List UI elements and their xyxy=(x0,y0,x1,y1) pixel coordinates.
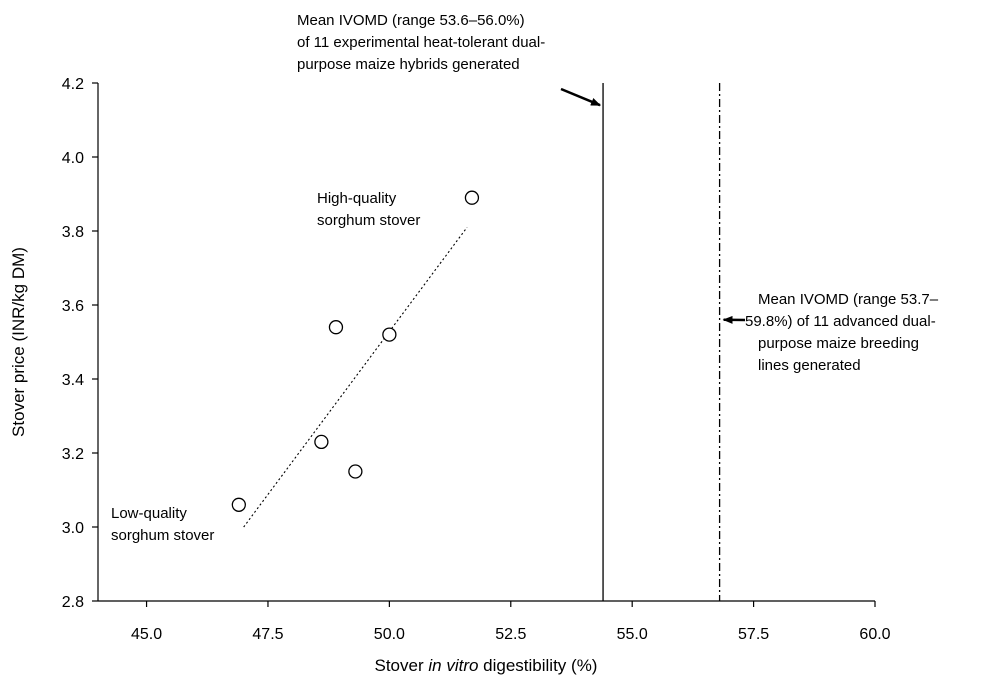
annotations: Mean IVOMD (range 53.6–56.0%) of 11 expe… xyxy=(111,12,942,544)
data-point xyxy=(382,327,397,342)
data-point xyxy=(328,320,344,335)
x-tick-label: 60.0 xyxy=(859,626,890,643)
annotation-hybrids: Mean IVOMD (range 53.6–56.0%) of 11 expe… xyxy=(297,12,549,73)
trendline-group xyxy=(243,226,468,528)
annotation-low-quality: Low-quality sorghum stover xyxy=(111,505,214,544)
y-tick-label: 4.0 xyxy=(62,150,84,167)
axes xyxy=(97,83,875,602)
data-point xyxy=(464,190,480,205)
y-tick-label: 4.2 xyxy=(62,76,84,93)
x-tick-label: 47.5 xyxy=(252,626,283,643)
y-ticks: 2.8 3.0 3.2 3.4 3.6 3.8 4.0 4.2 xyxy=(62,76,98,611)
x-tick-label: 45.0 xyxy=(131,626,162,643)
x-axis-title: Stover in vitro digestibility (%) xyxy=(375,656,598,675)
annotation-breeding-lines: Mean IVOMD (range 53.7– 59.8%) of 11 adv… xyxy=(745,291,942,374)
data-point xyxy=(314,434,329,450)
x-ticks: 45.0 47.5 50.0 52.5 55.0 57.5 60.0 xyxy=(131,601,891,643)
y-axis-title: Stover price (INR/kg DM) xyxy=(9,247,28,437)
data-point xyxy=(231,497,246,512)
y-tick-label: 3.6 xyxy=(62,298,84,315)
reference-lines xyxy=(602,83,721,601)
x-tick-label: 50.0 xyxy=(374,626,405,643)
y-tick-label: 3.0 xyxy=(62,520,84,537)
trendline xyxy=(243,226,468,528)
data-point xyxy=(348,464,363,479)
y-tick-label: 3.8 xyxy=(62,224,84,241)
data-points xyxy=(231,190,480,512)
x-tick-label: 52.5 xyxy=(495,626,526,643)
x-tick-label: 55.0 xyxy=(617,626,648,643)
annotation-high-quality: High-quality sorghum stover xyxy=(317,190,420,229)
y-tick-label: 3.4 xyxy=(62,372,84,389)
x-tick-label: 57.5 xyxy=(738,626,769,643)
annotation-arrow-hybrids xyxy=(560,87,601,107)
y-tick-label: 3.2 xyxy=(62,446,84,463)
y-tick-label: 2.8 xyxy=(62,594,84,611)
